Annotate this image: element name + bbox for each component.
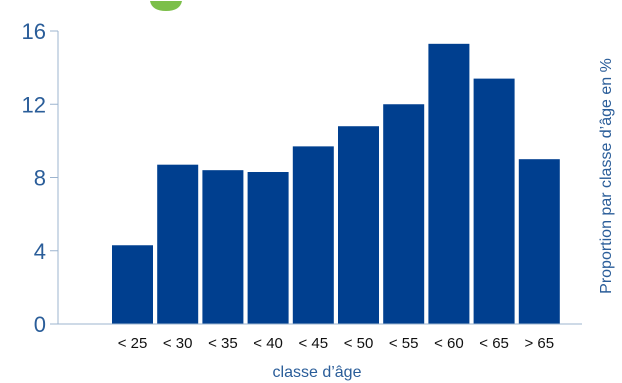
x-tick-label: < 65	[479, 335, 509, 352]
bar	[292, 146, 334, 324]
bar	[338, 126, 379, 324]
bars-group	[112, 43, 560, 324]
bar	[518, 159, 560, 324]
y-tick-label: 12	[22, 92, 46, 117]
x-tick-label: < 30	[163, 335, 193, 352]
bar	[157, 164, 199, 324]
x-axis: < 25 < 30 < 35 < 40 < 45 < 50 < 55 < 60 < 65 > 65	[58, 323, 582, 352]
x-tick-label: < 45	[298, 335, 328, 352]
y-tick-label: 16	[22, 19, 46, 44]
x-axis-title: classe d’âge	[273, 364, 362, 381]
y-tick-label: 8	[34, 166, 46, 191]
bar	[112, 245, 153, 324]
y-tick-label: 4	[34, 239, 46, 264]
x-tick-label: < 35	[208, 335, 238, 352]
x-tick-label: < 40	[253, 335, 283, 352]
x-tick-label: < 60	[434, 335, 464, 352]
y-axis-title: Proportion par classe d’âge en %	[598, 58, 615, 294]
x-tick-label: < 55	[389, 335, 419, 352]
x-tick-label: > 65	[524, 335, 554, 352]
y-tick-label: 0	[34, 312, 46, 337]
x-tick-label: < 50	[344, 335, 374, 352]
bar	[473, 78, 515, 324]
bar	[202, 170, 244, 324]
x-tick-label: < 25	[118, 335, 148, 352]
bar	[383, 104, 425, 324]
cropped-title-fragment	[0, 0, 622, 12]
y-axis: 0 4 8 12 16	[22, 19, 59, 337]
bar	[428, 43, 470, 324]
bar	[247, 172, 289, 324]
